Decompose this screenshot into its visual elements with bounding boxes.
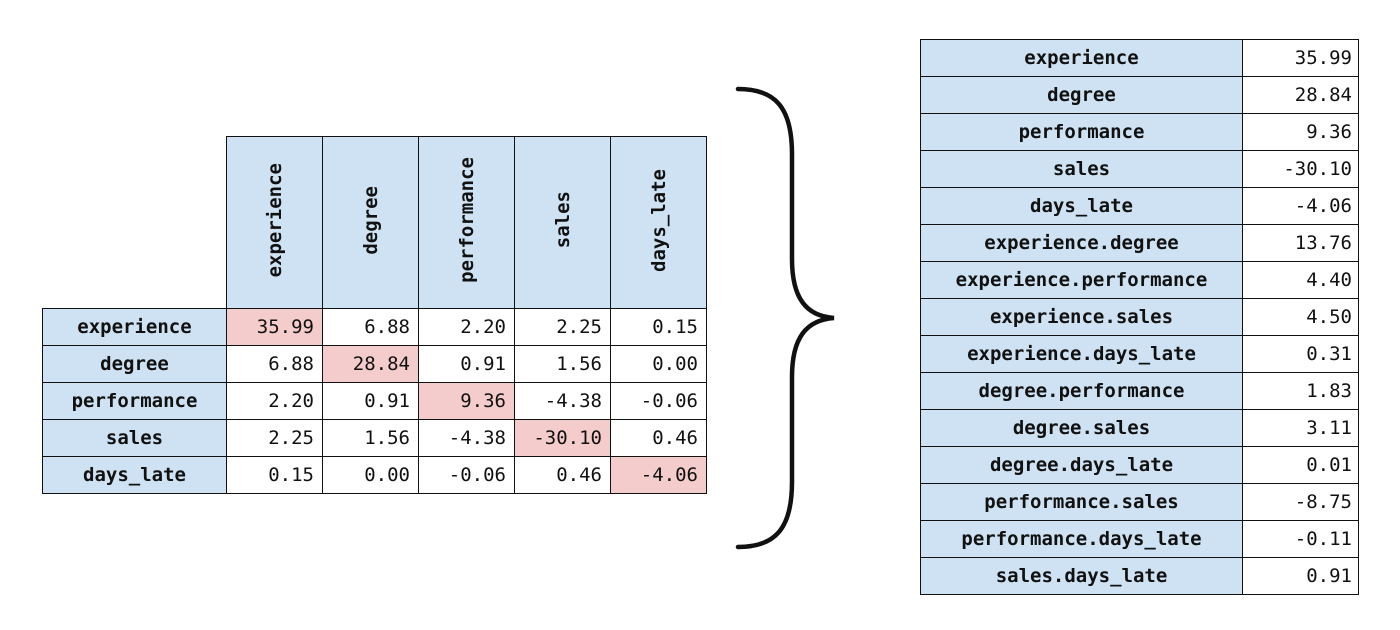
effects-row: sales -30.10 [920, 150, 1359, 188]
matrix-col-header-label: degree [359, 185, 382, 255]
matrix-cell: 0.46 [610, 419, 707, 457]
matrix-cell: 0.91 [418, 345, 515, 383]
matrix-col-header: performance [418, 136, 515, 309]
effects-term: performance [920, 113, 1243, 151]
matrix-row-header: performance [42, 382, 227, 420]
matrix-cell-diagonal: 35.99 [226, 308, 323, 346]
matrix-cell: -0.06 [610, 382, 707, 420]
matrix-cell: 0.00 [610, 345, 707, 383]
matrix-cell-diagonal: -4.06 [610, 456, 707, 494]
effects-value: 35.99 [1242, 39, 1359, 77]
effects-term: performance.days_late [920, 520, 1243, 558]
effects-row: experience.degree 13.76 [920, 224, 1359, 262]
effects-row: experience.sales 4.50 [920, 298, 1359, 336]
matrix-cell: 1.56 [514, 345, 611, 383]
effects-value: 13.76 [1242, 224, 1359, 262]
matrix-cell: 2.25 [226, 419, 323, 457]
effects-term: performance.sales [920, 483, 1243, 521]
matrix-row: experience 35.99 6.88 2.20 2.25 0.15 [42, 308, 707, 346]
matrix-cell: 2.20 [418, 308, 515, 346]
effects-value: 4.50 [1242, 298, 1359, 336]
matrix-row: degree 6.88 28.84 0.91 1.56 0.00 [42, 345, 707, 383]
effects-row: performance.days_late -0.11 [920, 520, 1359, 558]
effects-row: experience.performance 4.40 [920, 261, 1359, 299]
matrix-col-header: experience [226, 136, 323, 309]
matrix-row: performance 2.20 0.91 9.36 -4.38 -0.06 [42, 382, 707, 420]
right-curly-brace-icon [735, 86, 835, 550]
matrix-cell: -0.06 [418, 456, 515, 494]
matrix-header-row: experience degree performance sales days… [43, 136, 707, 309]
matrix-col-header: degree [322, 136, 419, 309]
effects-term: degree.performance [920, 372, 1243, 410]
effects-row: performance.sales -8.75 [920, 483, 1359, 521]
effects-value: 9.36 [1242, 113, 1359, 151]
effects-row: performance 9.36 [920, 113, 1359, 151]
effects-value: -4.06 [1242, 187, 1359, 225]
effects-row: experience.days_late 0.31 [920, 335, 1359, 373]
matrix-col-header-label: performance [455, 157, 478, 283]
effects-row: sales.days_late 0.91 [920, 557, 1359, 595]
matrix-cell-diagonal: 28.84 [322, 345, 419, 383]
matrix-cell: 0.00 [322, 456, 419, 494]
effects-value: -30.10 [1242, 150, 1359, 188]
effects-row: degree.sales 3.11 [920, 409, 1359, 447]
effects-term: degree.sales [920, 409, 1243, 447]
interaction-matrix: experience degree performance sales days… [42, 136, 707, 494]
matrix-cell-diagonal: -30.10 [514, 419, 611, 457]
effects-value: 0.91 [1242, 557, 1359, 595]
matrix-row-header: degree [42, 345, 227, 383]
effects-row: degree.performance 1.83 [920, 372, 1359, 410]
matrix-cell: 0.91 [322, 382, 419, 420]
effects-table: experience 35.99 degree 28.84 performance 9… [920, 39, 1359, 595]
matrix-col-header-label: sales [551, 191, 574, 249]
matrix-cell: 2.20 [226, 382, 323, 420]
matrix-cell: 1.56 [322, 419, 419, 457]
effects-term: sales [920, 150, 1243, 188]
effects-term: experience.degree [920, 224, 1243, 262]
matrix-row-header: days_late [42, 456, 227, 494]
matrix-cell: 0.46 [514, 456, 611, 494]
matrix-cell: 6.88 [226, 345, 323, 383]
effects-value: 1.83 [1242, 372, 1359, 410]
effects-term: sales.days_late [920, 557, 1243, 595]
effects-term: days_late [920, 187, 1243, 225]
matrix-cell: 0.15 [610, 308, 707, 346]
effects-term: experience.performance [920, 261, 1243, 299]
matrix-cell: 6.88 [322, 308, 419, 346]
effects-term: degree.days_late [920, 446, 1243, 484]
effects-row: degree 28.84 [920, 76, 1359, 114]
effects-value: 4.40 [1242, 261, 1359, 299]
effects-row: days_late -4.06 [920, 187, 1359, 225]
effects-value: 3.11 [1242, 409, 1359, 447]
matrix-cell: -4.38 [418, 419, 515, 457]
matrix-cell: 0.15 [226, 456, 323, 494]
effects-term: degree [920, 76, 1243, 114]
matrix-corner [43, 137, 227, 309]
matrix-row: days_late 0.15 0.00 -0.06 0.46 -4.06 [42, 456, 707, 494]
effects-term: experience.sales [920, 298, 1243, 336]
matrix-row: sales 2.25 1.56 -4.38 -30.10 0.46 [42, 419, 707, 457]
effects-value: 28.84 [1242, 76, 1359, 114]
effects-value: -0.11 [1242, 520, 1359, 558]
effects-value: 0.31 [1242, 335, 1359, 373]
matrix-col-header: sales [514, 136, 611, 309]
matrix-row-header: experience [42, 308, 227, 346]
effects-row: experience 35.99 [920, 39, 1359, 77]
matrix-col-header-label: experience [263, 162, 286, 278]
matrix-cell: 2.25 [514, 308, 611, 346]
matrix-cell-diagonal: 9.36 [418, 382, 515, 420]
effects-value: -8.75 [1242, 483, 1359, 521]
effects-row: degree.days_late 0.01 [920, 446, 1359, 484]
matrix-cell: -4.38 [514, 382, 611, 420]
matrix-col-header-label: days_late [647, 168, 670, 272]
effects-value: 0.01 [1242, 446, 1359, 484]
matrix-col-header: days_late [610, 136, 707, 309]
effects-term: experience [920, 39, 1243, 77]
effects-term: experience.days_late [920, 335, 1243, 373]
matrix-row-header: sales [42, 419, 227, 457]
